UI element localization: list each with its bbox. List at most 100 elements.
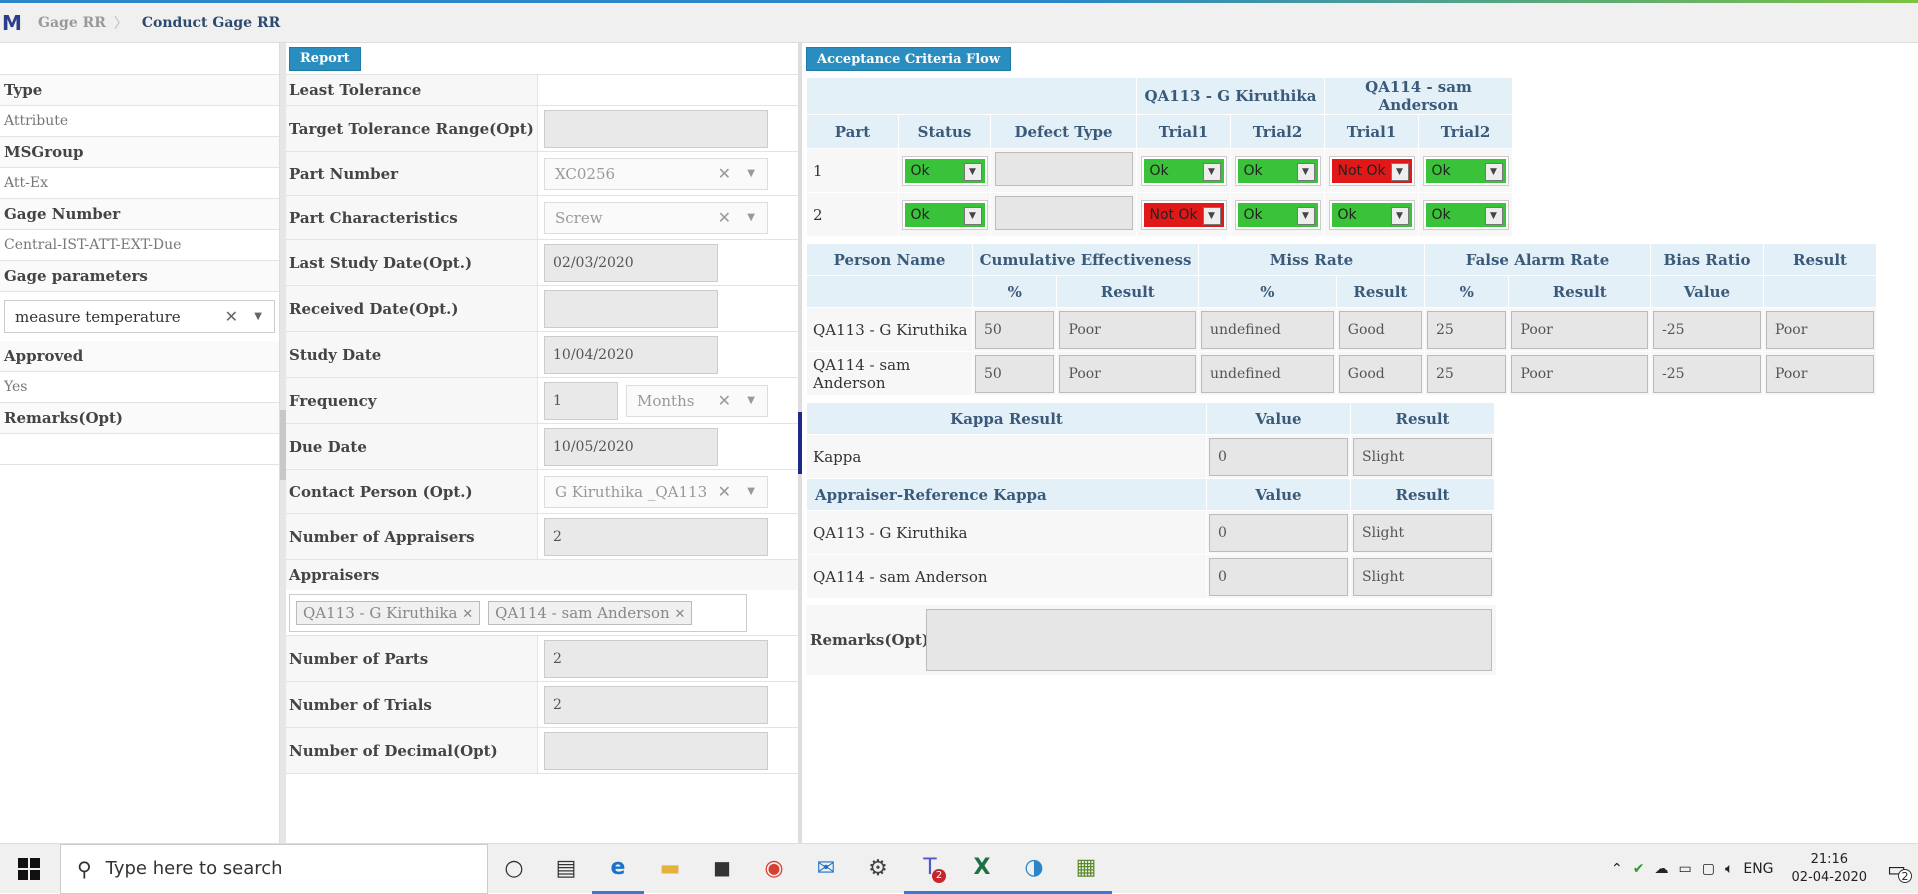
table-row: QA114 - sam Anderson 50 Poor undefined G… (806, 351, 1877, 396)
volume-icon[interactable]: 🔈︎ (1724, 861, 1734, 877)
contact-person-select[interactable]: G Kiruthika _QA113 ✕ ▼ (544, 475, 768, 508)
edge-icon[interactable]: e (592, 844, 644, 894)
trial-dropdown[interactable]: Ok ▼ (1422, 199, 1509, 230)
trial-dropdown[interactable]: Ok ▼ (1140, 155, 1227, 186)
status-dropdown[interactable]: Ok ▼ (901, 199, 988, 230)
chevron-down-icon[interactable]: ▼ (747, 212, 755, 223)
chevron-down-icon[interactable]: ▼ (963, 206, 982, 225)
target-tolerance-input[interactable] (544, 109, 768, 148)
chevron-down-icon[interactable]: ▼ (1296, 162, 1315, 181)
remove-icon[interactable]: ✕ (462, 606, 474, 622)
last-study-date-input[interactable]: 02/03/2020 (544, 243, 718, 282)
num-parts-input[interactable]: 2 (544, 639, 768, 678)
settings-gear-icon[interactable]: ⚙ (868, 856, 888, 881)
taskbar-search-box[interactable]: ⚲ Type here to search (60, 843, 488, 894)
appraisers-multiselect[interactable]: QA113 - G Kiruthika ✕ QA114 - sam Anders… (289, 593, 747, 632)
notification-icon[interactable]: ▭ 2 (1887, 857, 1912, 883)
clock-time: 21:16 (1810, 852, 1849, 867)
chevron-down-icon[interactable]: ▼ (1484, 206, 1503, 225)
header-appraiser-reference-kappa: Appraiser-Reference Kappa (806, 478, 1207, 511)
defect-type-input[interactable] (994, 195, 1133, 230)
clock[interactable]: 21:16 02-04-2020 (1792, 851, 1868, 887)
chevron-down-icon[interactable]: ▼ (1390, 162, 1409, 181)
chevron-down-icon[interactable]: ▼ (1202, 162, 1221, 181)
num-trials-input[interactable]: 2 (544, 685, 768, 724)
chevron-down-icon[interactable]: ▼ (747, 395, 755, 406)
part-characteristics-select[interactable]: Screw ✕ ▼ (544, 201, 768, 234)
trial-dropdown[interactable]: Not Ok ▼ (1140, 199, 1227, 230)
clear-icon[interactable]: ✕ (717, 391, 731, 410)
file-explorer-icon[interactable]: ▬ (659, 856, 681, 881)
video-app-icon[interactable]: ◑ (1008, 844, 1060, 894)
due-date-input[interactable]: 10/05/2020 (544, 427, 718, 466)
clear-icon[interactable]: ✕ (717, 164, 731, 183)
appraiser-kappa-result: Slight (1353, 557, 1492, 596)
excel-icon[interactable]: X (956, 844, 1008, 894)
col-header-trial2: Trial2 (1230, 114, 1325, 149)
remove-icon[interactable]: ✕ (674, 606, 686, 622)
chevron-down-icon[interactable]: ▼ (963, 162, 982, 181)
num-appraisers-input[interactable]: 2 (544, 517, 768, 556)
col-header-defect-type: Defect Type (990, 114, 1137, 149)
subheader-blank (806, 275, 973, 308)
trial-dropdown[interactable]: Ok ▼ (1422, 155, 1509, 186)
windows-start-icon[interactable] (18, 858, 40, 880)
acceptance-criteria-button[interactable]: Acceptance Criteria Flow (806, 47, 1012, 71)
chrome-icon[interactable]: ◉ (764, 856, 784, 881)
defect-type-input[interactable] (994, 151, 1133, 186)
cortana-icon[interactable]: ○ (504, 856, 524, 881)
store-icon[interactable]: ◼ (712, 856, 732, 881)
left-scrollbar-thumb[interactable] (280, 410, 286, 480)
breadcrumb-item-gage-rr[interactable]: Gage RR (38, 14, 106, 31)
chevron-down-icon[interactable]: ▼ (254, 311, 262, 322)
trial-dropdown[interactable]: Ok ▼ (1328, 199, 1415, 230)
table-row: QA113 - G Kiruthika 0 Slight (806, 510, 1495, 555)
status-dropdown[interactable]: Ok ▼ (901, 155, 988, 186)
contact-person-value: G Kiruthika _QA113 (555, 482, 708, 501)
app-icon[interactable]: ▦ (1060, 844, 1112, 894)
study-date-input[interactable]: 10/04/2020 (544, 335, 718, 374)
kappa-table: Kappa Result Value Result Kappa 0 Slight… (806, 402, 1495, 599)
mail-icon[interactable]: ✉ (816, 856, 836, 881)
trial-dropdown[interactable]: Not Ok ▼ (1328, 155, 1415, 186)
num-decimal-input[interactable] (544, 731, 768, 770)
frequency-unit-select[interactable]: Months ✕ ▼ (626, 384, 768, 417)
chevron-down-icon[interactable]: ▼ (1202, 206, 1221, 225)
received-date-input[interactable] (544, 289, 718, 328)
part-cell: 2 (806, 192, 899, 237)
cloud-icon[interactable]: ☁ (1654, 861, 1669, 877)
panel-divider-handle[interactable] (798, 412, 802, 474)
app-logo-icon[interactable]: M (2, 10, 22, 35)
header-false-alarm-rate: False Alarm Rate (1424, 243, 1651, 276)
chevron-down-icon[interactable]: ▼ (747, 486, 755, 497)
trial-dropdown[interactable]: Ok ▼ (1234, 199, 1321, 230)
part-number-select[interactable]: XC0256 ✕ ▼ (544, 157, 768, 190)
frequency-input[interactable]: 1 (544, 381, 618, 420)
clear-icon[interactable]: ✕ (224, 307, 238, 326)
appraiser-name: QA113 - G Kiruthika (806, 510, 1207, 555)
part-number-label: Part Number (286, 152, 538, 195)
chevron-down-icon[interactable]: ▼ (747, 168, 755, 179)
network-icon[interactable]: ▢ (1701, 861, 1715, 877)
subheader-result: Result (1508, 275, 1651, 308)
chevron-down-icon[interactable]: ▼ (1296, 206, 1315, 225)
table-row: QA113 - G Kiruthika 50 Poor undefined Go… (806, 307, 1877, 352)
chevron-down-icon[interactable]: ▼ (1484, 162, 1503, 181)
battery-icon[interactable]: ▭ (1678, 861, 1692, 877)
dropdown-value: Ok (1337, 206, 1357, 223)
middle-panel: Report Least Tolerance Target Tolerance … (286, 43, 798, 843)
language-indicator[interactable]: ENG (1743, 861, 1774, 877)
task-view-icon[interactable]: ▤ (555, 856, 577, 881)
subheader-blank (1763, 275, 1877, 308)
clear-icon[interactable]: ✕ (717, 208, 731, 227)
security-shield-icon[interactable]: ✔ (1632, 861, 1645, 877)
trial-dropdown[interactable]: Ok ▼ (1234, 155, 1321, 186)
clear-icon[interactable]: ✕ (717, 482, 731, 501)
remarks-textarea[interactable] (926, 609, 1492, 671)
report-button[interactable]: Report (289, 46, 361, 71)
gage-parameters-select[interactable]: measure temperature ✕ ▼ (4, 300, 275, 333)
chevron-down-icon[interactable]: ▼ (1390, 206, 1409, 225)
chevron-up-icon[interactable]: ⌃ (1611, 861, 1623, 877)
appraiser-tag: QA114 - sam Anderson ✕ (488, 600, 693, 625)
